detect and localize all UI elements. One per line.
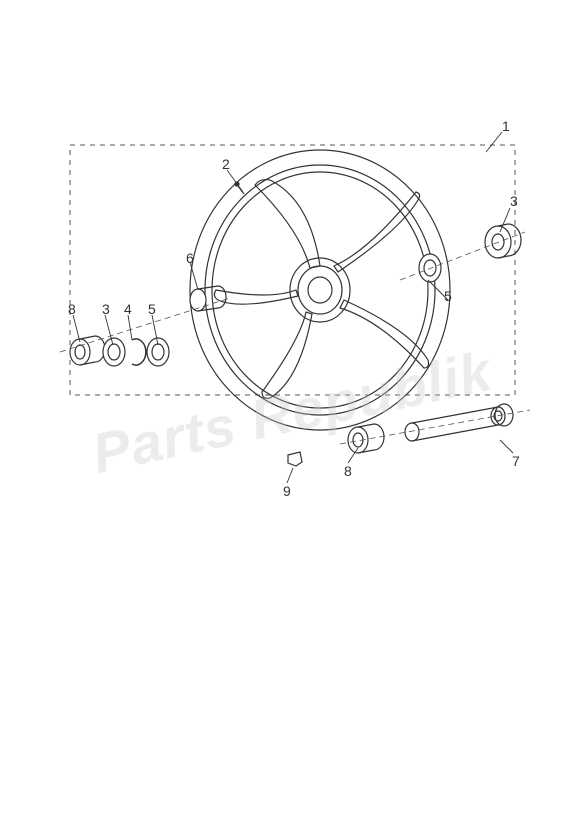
callout-5-right: 5 [444, 288, 452, 304]
bottom-parts [288, 404, 513, 466]
callout-3-right: 3 [510, 193, 518, 209]
leader-lines [73, 132, 513, 483]
callout-5-left: 5 [148, 301, 156, 317]
callout-8-left: 8 [68, 301, 76, 317]
wheel-assembly [190, 150, 450, 430]
left-parts [70, 286, 226, 366]
callout-4: 4 [124, 301, 132, 317]
callout-3-left: 3 [102, 301, 110, 317]
callout-7: 7 [512, 453, 520, 469]
diagram-container: 1 2 3 3 4 5 5 6 7 8 8 9 Parts Republik [0, 0, 583, 824]
callout-9: 9 [283, 483, 291, 499]
callout-1: 1 [502, 118, 510, 134]
callout-2: 2 [222, 156, 230, 172]
callout-6: 6 [186, 250, 194, 266]
diagram-svg [0, 0, 583, 824]
callout-8-bottom: 8 [344, 463, 352, 479]
